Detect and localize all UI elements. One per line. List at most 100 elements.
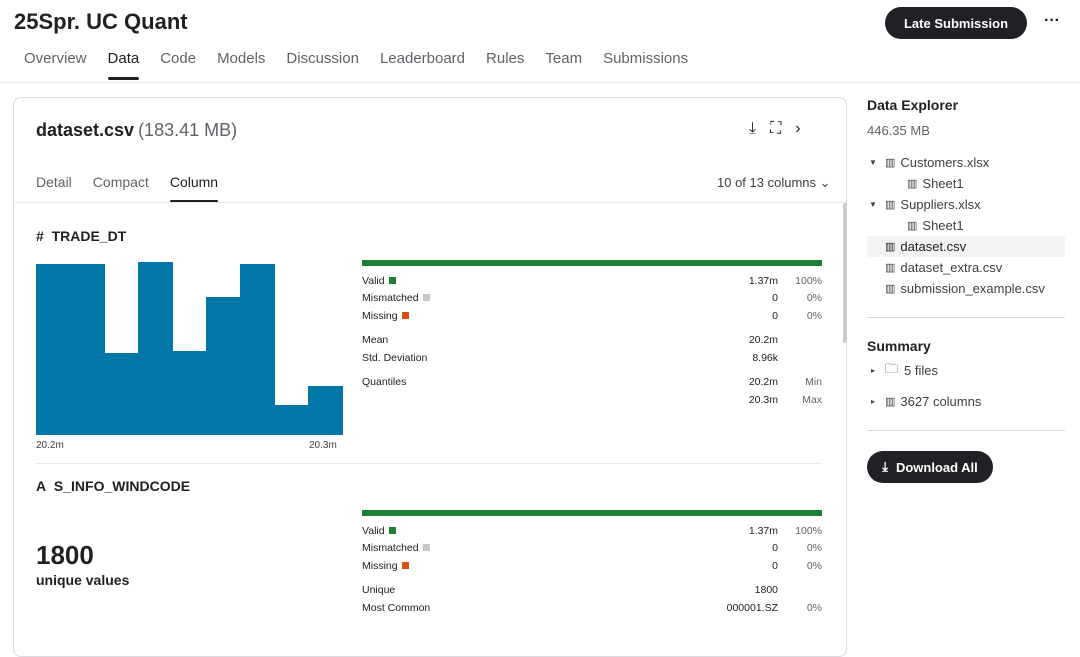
tab-rules[interactable]: Rules xyxy=(486,50,525,67)
tree-label: dataset_extra.csv xyxy=(900,260,1003,275)
tab-submissions[interactable]: Submissions xyxy=(603,50,689,67)
axis-min: 20.2m xyxy=(36,440,64,451)
stat-row: Quantiles 20.2m Min xyxy=(362,374,822,392)
tree-item[interactable]: ▥ Sheet1 xyxy=(867,173,1065,194)
column-name: S_INFO_WINDCODE xyxy=(53,478,191,494)
download-icon[interactable]: ⤓ xyxy=(749,120,757,137)
stat-label-text: Mismatched xyxy=(362,292,419,305)
table-icon: ▥ xyxy=(885,241,895,253)
tab-discussion[interactable]: Discussion xyxy=(286,50,359,67)
tree-item[interactable]: ▥ submission_example.csv xyxy=(867,278,1065,299)
tree-label: submission_example.csv xyxy=(900,281,1045,296)
stat-extra: 0% xyxy=(806,559,822,572)
table-icon: ▥ xyxy=(907,220,917,232)
stat-extra: 100% xyxy=(795,274,822,287)
histogram-bar xyxy=(308,386,343,435)
tree-item[interactable]: ▥ dataset.csv xyxy=(867,236,1065,257)
stat-label-text: Missing xyxy=(362,559,398,572)
late-submission-button[interactable]: Late Submission xyxy=(885,7,1027,39)
histogram-bar xyxy=(172,351,207,435)
histogram-bar xyxy=(104,353,139,435)
stat-extra: 0% xyxy=(806,542,822,555)
stat-label: Valid xyxy=(362,525,718,537)
stat-label-text: Valid xyxy=(362,524,385,537)
folder-icon: 🗀 xyxy=(885,360,899,376)
stat-value: 0 xyxy=(772,292,778,305)
download-all-button[interactable]: ⤓ Download All xyxy=(867,451,993,483)
stat-extra: 0% xyxy=(806,292,822,305)
tab-column[interactable]: Column xyxy=(169,174,219,203)
stat-label: Quantiles xyxy=(362,376,718,388)
legend-swatch xyxy=(401,311,409,319)
stat-label: Most Common xyxy=(362,602,718,614)
histogram-bar xyxy=(240,264,275,435)
table-icon: ▥ xyxy=(885,199,895,211)
tab-leaderboard[interactable]: Leaderboard xyxy=(379,50,466,67)
scrollbar[interactable] xyxy=(843,203,847,343)
histogram-bar xyxy=(138,262,173,435)
caret-down-icon[interactable]: ▼ xyxy=(869,158,877,167)
stat-label-text: Mean xyxy=(362,334,389,347)
explorer-title: Data Explorer xyxy=(867,97,959,113)
column-stats: Valid 1.37m 100% Mismatched 0 0% Missing 0 0% Uni… xyxy=(362,510,822,617)
caret-right-icon: ▸ xyxy=(870,397,875,406)
tab-code[interactable]: Code xyxy=(160,50,197,67)
stat-label: Missing xyxy=(362,310,718,322)
stat-row: Unique 1800 xyxy=(362,582,822,600)
view-tabs: Detail Compact Column xyxy=(36,174,219,203)
file-size: (183.41 MB) xyxy=(138,120,238,140)
caret-down-icon[interactable]: ▼ xyxy=(869,200,877,209)
file-card: dataset.csv (183.41 MB) ⤓ ⛶ › Detail Compa… xyxy=(13,97,847,657)
stat-value: 000001.SZ xyxy=(726,601,778,614)
summary-files[interactable]: ▸ 🗀 5 files xyxy=(867,360,1065,381)
stat-value: 1800 xyxy=(754,584,778,597)
column-stats: Valid 1.37m 100% Mismatched 0 0% Missing 0 0% Mea… xyxy=(362,260,822,409)
stat-row: Missing 0 0% xyxy=(362,557,822,575)
table-icon: ▥ xyxy=(885,396,895,408)
stat-row: Missing 0 0% xyxy=(362,307,822,325)
column-header: A S_INFO_WINDCODE xyxy=(36,478,190,494)
stat-value: 8.96k xyxy=(752,351,778,364)
stat-label-text: Quantiles xyxy=(362,376,407,389)
divider xyxy=(14,202,846,203)
stat-label: Valid xyxy=(362,275,718,287)
stat-row: 20.3m Max xyxy=(362,391,822,409)
tree-label: Sheet1 xyxy=(922,218,964,233)
stat-row: Mismatched 0 0% xyxy=(362,290,822,308)
unique-label: unique values xyxy=(36,572,130,588)
tab-models[interactable]: Models xyxy=(217,50,266,67)
tab-team[interactable]: Team xyxy=(545,50,583,67)
nav-tabs: Overview Data Code Models Discussion Leaderbo… xyxy=(24,50,688,80)
divider xyxy=(36,463,822,464)
tab-overview[interactable]: Overview xyxy=(24,50,87,67)
summary-title: Summary xyxy=(867,338,931,354)
stat-value: 0 xyxy=(772,559,778,572)
caret-right-icon: ▸ xyxy=(870,366,875,375)
legend-swatch xyxy=(401,561,409,569)
page-title: 25Spr. UC Quant xyxy=(14,9,188,34)
file-tree: ▼ ▥ Customers.xlsx ▥ Sheet1 ▼ ▥ Suppliers.xlsx ▥… xyxy=(867,152,1065,299)
stat-label: Unique xyxy=(362,584,718,596)
columns-selector[interactable]: 10 of 13 columns ⌄ xyxy=(717,175,831,190)
tree-item[interactable]: ▥ dataset_extra.csv xyxy=(867,257,1065,278)
summary-columns[interactable]: ▸ ▥ 3627 columns xyxy=(867,391,1065,412)
stat-row: Most Common 000001.SZ 0% xyxy=(362,599,822,617)
stat-row: Valid 1.37m 100% xyxy=(362,272,822,290)
spacer xyxy=(362,325,822,332)
tab-data[interactable]: Data xyxy=(107,50,139,80)
spacer xyxy=(362,575,822,582)
chevron-right-icon[interactable]: › xyxy=(795,120,801,137)
fullscreen-icon[interactable]: ⛶ xyxy=(770,120,782,137)
stat-value: 20.2m xyxy=(748,334,778,347)
histogram-bar xyxy=(274,405,309,435)
tab-detail[interactable]: Detail xyxy=(36,174,72,190)
stat-extra: 0% xyxy=(806,601,822,614)
more-options-icon[interactable]: ··· xyxy=(1044,12,1060,29)
tree-item[interactable]: ▥ Sheet1 xyxy=(867,215,1065,236)
tab-compact[interactable]: Compact xyxy=(92,174,149,190)
stat-value: 20.3m xyxy=(748,393,778,406)
tree-item[interactable]: ▼ ▥ Suppliers.xlsx xyxy=(867,194,1065,215)
stat-row: Mismatched 0 0% xyxy=(362,540,822,558)
tree-item[interactable]: ▼ ▥ Customers.xlsx xyxy=(867,152,1065,173)
stat-label: Mean xyxy=(362,334,718,346)
